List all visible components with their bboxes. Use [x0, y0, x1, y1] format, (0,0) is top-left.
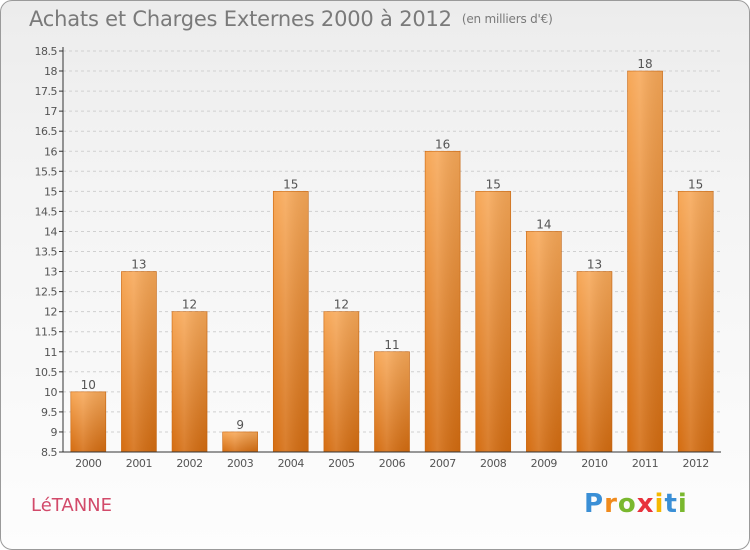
- data-label-2004: 15: [283, 177, 298, 191]
- data-label-2007: 16: [435, 137, 450, 151]
- y-tick-label: 13.5: [35, 246, 58, 259]
- logo-letter: i: [654, 489, 665, 519]
- data-label-2005: 12: [334, 298, 349, 312]
- proxiti-logo: Proxiti: [584, 489, 688, 519]
- y-tick-label: 12: [44, 306, 57, 319]
- x-tick-label: 2001: [126, 457, 152, 470]
- chart-title: Achats et Charges Externes 2000 à 2012 (e…: [29, 7, 553, 31]
- bar-shine-2010: [576, 271, 612, 452]
- data-label-2009: 14: [536, 217, 551, 231]
- logo-letter: P: [584, 489, 605, 519]
- x-tick-label: 2002: [176, 457, 202, 470]
- data-label-2003: 9: [236, 418, 244, 432]
- bar-layer: 10 13 12 9 15 12 11 16 15 14 13 18 15: [70, 57, 714, 453]
- x-tick-label: 2004: [278, 457, 305, 470]
- data-label-2002: 12: [182, 298, 197, 312]
- y-tick-label: 16.5: [35, 125, 58, 138]
- y-tick-label: 14: [44, 225, 57, 238]
- bar-shine-2004: [273, 191, 309, 452]
- x-tick-label: 2010: [581, 457, 608, 470]
- x-tick-label: 2011: [632, 457, 658, 470]
- y-tick-label: 16: [44, 145, 57, 158]
- y-tick-label: 12.5: [35, 286, 58, 299]
- y-tick-label: 10.5: [35, 366, 58, 379]
- y-tick-label: 11: [44, 346, 57, 359]
- data-label-2000: 10: [81, 378, 96, 392]
- bar-shine-2002: [172, 311, 208, 452]
- logo-letter: t: [664, 489, 678, 519]
- bar-shine-2008: [475, 191, 511, 452]
- y-tick-label: 17: [44, 105, 57, 118]
- x-tick-label: 2003: [227, 457, 254, 470]
- y-tick-label: 14.5: [35, 205, 58, 218]
- bar-shine-2012: [678, 191, 714, 452]
- x-tick-label: 2006: [379, 457, 406, 470]
- logo-letter: i: [677, 489, 688, 519]
- y-tick-label: 17.5: [35, 85, 58, 98]
- y-tick-label: 13: [44, 266, 57, 279]
- x-tick-label: 2008: [480, 457, 507, 470]
- bar-shine-2000: [70, 391, 106, 452]
- bar-shine-2003: [222, 431, 258, 452]
- x-tick-label: 2009: [531, 457, 558, 470]
- bar-shine-2007: [425, 151, 461, 452]
- y-tick-label: 9: [51, 426, 58, 439]
- logo-letter: x: [636, 489, 655, 519]
- x-tick-label: 2007: [429, 457, 456, 470]
- y-tick-label: 8.5: [41, 446, 57, 459]
- logo-letter: o: [617, 489, 637, 519]
- bar-shine-2011: [627, 71, 663, 453]
- logo-letter: r: [604, 489, 618, 519]
- data-label-2008: 15: [486, 177, 501, 191]
- x-tick-label: 2000: [75, 457, 102, 470]
- commune-name: LéTANNE: [31, 495, 112, 516]
- y-tick-label: 10: [44, 386, 57, 399]
- bar-shine-2009: [526, 231, 562, 452]
- y-tick-label: 15: [44, 185, 57, 198]
- y-tick-label: 15.5: [35, 165, 58, 178]
- y-tick-label: 9.5: [41, 406, 57, 419]
- data-label-2001: 13: [131, 258, 146, 272]
- data-label-2012: 15: [688, 177, 703, 191]
- bar-shine-2006: [374, 351, 410, 452]
- axis-layer: 8.599.51010.51111.51212.51313.51414.5151…: [35, 45, 721, 470]
- y-tick-label: 18: [44, 65, 57, 78]
- chart-subtitle: (en milliers d'€): [461, 12, 553, 26]
- data-label-2006: 11: [384, 338, 399, 352]
- bar-shine-2001: [121, 271, 157, 452]
- x-tick-label: 2012: [682, 457, 708, 470]
- y-tick-label: 11.5: [35, 326, 58, 339]
- x-tick-label: 2005: [328, 457, 355, 470]
- y-tick-label: 18.5: [35, 45, 58, 58]
- bar-shine-2005: [323, 311, 359, 452]
- data-label-2010: 13: [587, 258, 602, 272]
- data-label-2011: 18: [637, 57, 652, 71]
